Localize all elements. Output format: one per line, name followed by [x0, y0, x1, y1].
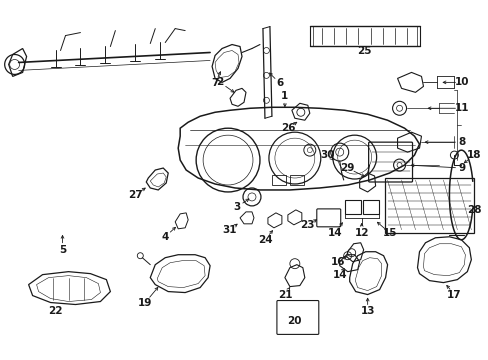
Text: 13: 13 [360, 306, 374, 316]
Text: 7: 7 [211, 78, 218, 88]
Bar [271, 175, 285, 185]
Text: 23: 23 [300, 220, 314, 230]
Bar [384, 178, 473, 233]
Bar [289, 175, 303, 185]
Text: 1: 1 [281, 91, 288, 101]
Text: 25: 25 [357, 45, 371, 55]
Text: 12: 12 [354, 228, 368, 238]
Text: 2: 2 [216, 77, 223, 87]
Text: 11: 11 [454, 103, 468, 113]
Text: 24: 24 [257, 235, 272, 245]
Text: 3: 3 [233, 202, 240, 212]
Text: 30: 30 [320, 150, 334, 160]
Text: 28: 28 [466, 205, 481, 215]
Text: 14: 14 [327, 228, 341, 238]
Bar [362, 200, 378, 214]
Text: 18: 18 [466, 150, 481, 160]
Text: 20: 20 [287, 316, 302, 327]
Text: 16: 16 [330, 257, 344, 267]
Text: 4: 4 [161, 232, 168, 242]
Text: 6: 6 [276, 78, 283, 88]
Text: 29: 29 [340, 163, 354, 173]
Text: 21: 21 [277, 289, 291, 300]
Text: 15: 15 [382, 228, 396, 238]
Text: 22: 22 [48, 306, 62, 316]
Text: 19: 19 [138, 297, 152, 307]
Text: 26: 26 [280, 123, 295, 133]
Text: 5: 5 [59, 245, 66, 255]
Text: 10: 10 [454, 77, 468, 87]
Text: 31: 31 [223, 225, 237, 235]
Bar [344, 200, 360, 214]
Text: 27: 27 [128, 190, 142, 200]
Text: 14: 14 [332, 270, 346, 280]
Text: 8: 8 [458, 137, 465, 147]
Text: 17: 17 [446, 289, 461, 300]
Text: 9: 9 [458, 163, 465, 173]
